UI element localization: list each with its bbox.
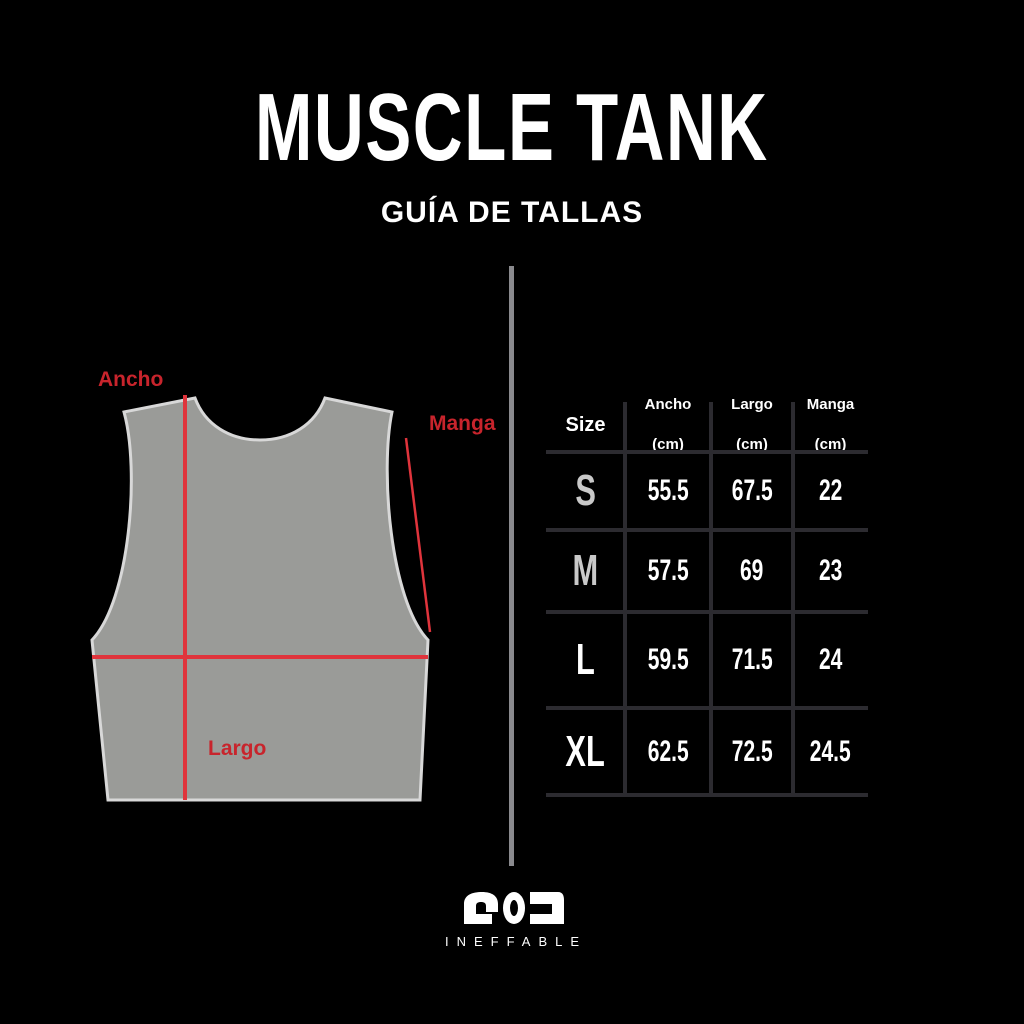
cell-value: M [572,546,599,595]
cell-value: 55.5 [647,474,689,507]
brand-name: INEFFABLE [444,934,588,949]
measurement-cell: 23 [793,530,868,612]
cell-value: S [575,466,596,515]
measurement-cell: 62.5 [625,708,711,795]
title-text: MUSCLE TANK [255,74,769,181]
measurement-cell: 24 [793,612,868,708]
table-column-line [623,402,627,795]
cell-value: 62.5 [647,734,689,768]
table-header-cell: Ancho (cm) [625,396,711,453]
header-text: Ancho [644,396,692,413]
size-table: Size Ancho (cm) Largo (cm) Manga (cm) S 55.5 67.5… [546,396,868,798]
divider [509,266,514,866]
measurement-cell: 55.5 [625,452,711,530]
table-row-line [546,706,868,710]
cell-value: 57.5 [647,554,689,587]
header-text: Size [565,414,606,436]
cell-value: 24.5 [810,734,851,768]
size-label: L [546,612,625,708]
size-label: XL [546,708,625,795]
cell-value: 23 [818,554,843,587]
measurement-cell: 67.5 [711,452,793,530]
label-manga: Manga [429,412,496,435]
table-column-line [709,402,713,795]
header-unit: (cm) [814,436,847,453]
table-row-line [546,610,868,614]
tank-diagram [90,395,432,802]
measurement-cell: 71.5 [711,612,793,708]
size-label: S [546,452,625,530]
table-header-cell: Manga (cm) [793,396,868,453]
sleeve-measure-line [404,437,432,633]
cell-value: 24 [818,643,843,676]
measurement-cell: 22 [793,452,868,530]
tank-top-outline [90,396,430,802]
label-largo: Largo [208,737,267,760]
header-unit: (cm) [736,436,768,453]
cell-value: XL [565,726,606,776]
measurement-cell: 24.5 [793,708,868,795]
cell-value: 67.5 [731,474,773,507]
measurement-cell: 69 [711,530,793,612]
page-title: MUSCLE TANK [0,78,1024,178]
measurement-cell: 57.5 [625,530,711,612]
measurement-cell: 72.5 [711,708,793,795]
table-row-line [546,450,868,454]
header-unit: (cm) [652,436,684,453]
label-ancho: Ancho [98,368,164,391]
header-text: Manga [806,396,855,413]
table-column-line [791,402,795,795]
cell-value: 69 [740,554,764,587]
table-row-line [546,793,868,797]
table-row-line [546,528,868,532]
cell-value: 22 [818,474,843,507]
cell-value: 72.5 [731,734,773,768]
table-header-cell: Size [546,398,625,452]
size-label: M [546,530,625,612]
cell-value: 71.5 [731,643,773,676]
page-subtitle: GUÍA DE TALLAS [380,196,644,229]
table-header-cell: Largo (cm) [711,396,793,453]
ineffable-logo-icon [464,892,564,924]
cell-value: 59.5 [647,643,689,676]
cell-value: L [576,635,595,684]
header-text: Largo [731,396,773,413]
measurement-cell: 59.5 [625,612,711,708]
